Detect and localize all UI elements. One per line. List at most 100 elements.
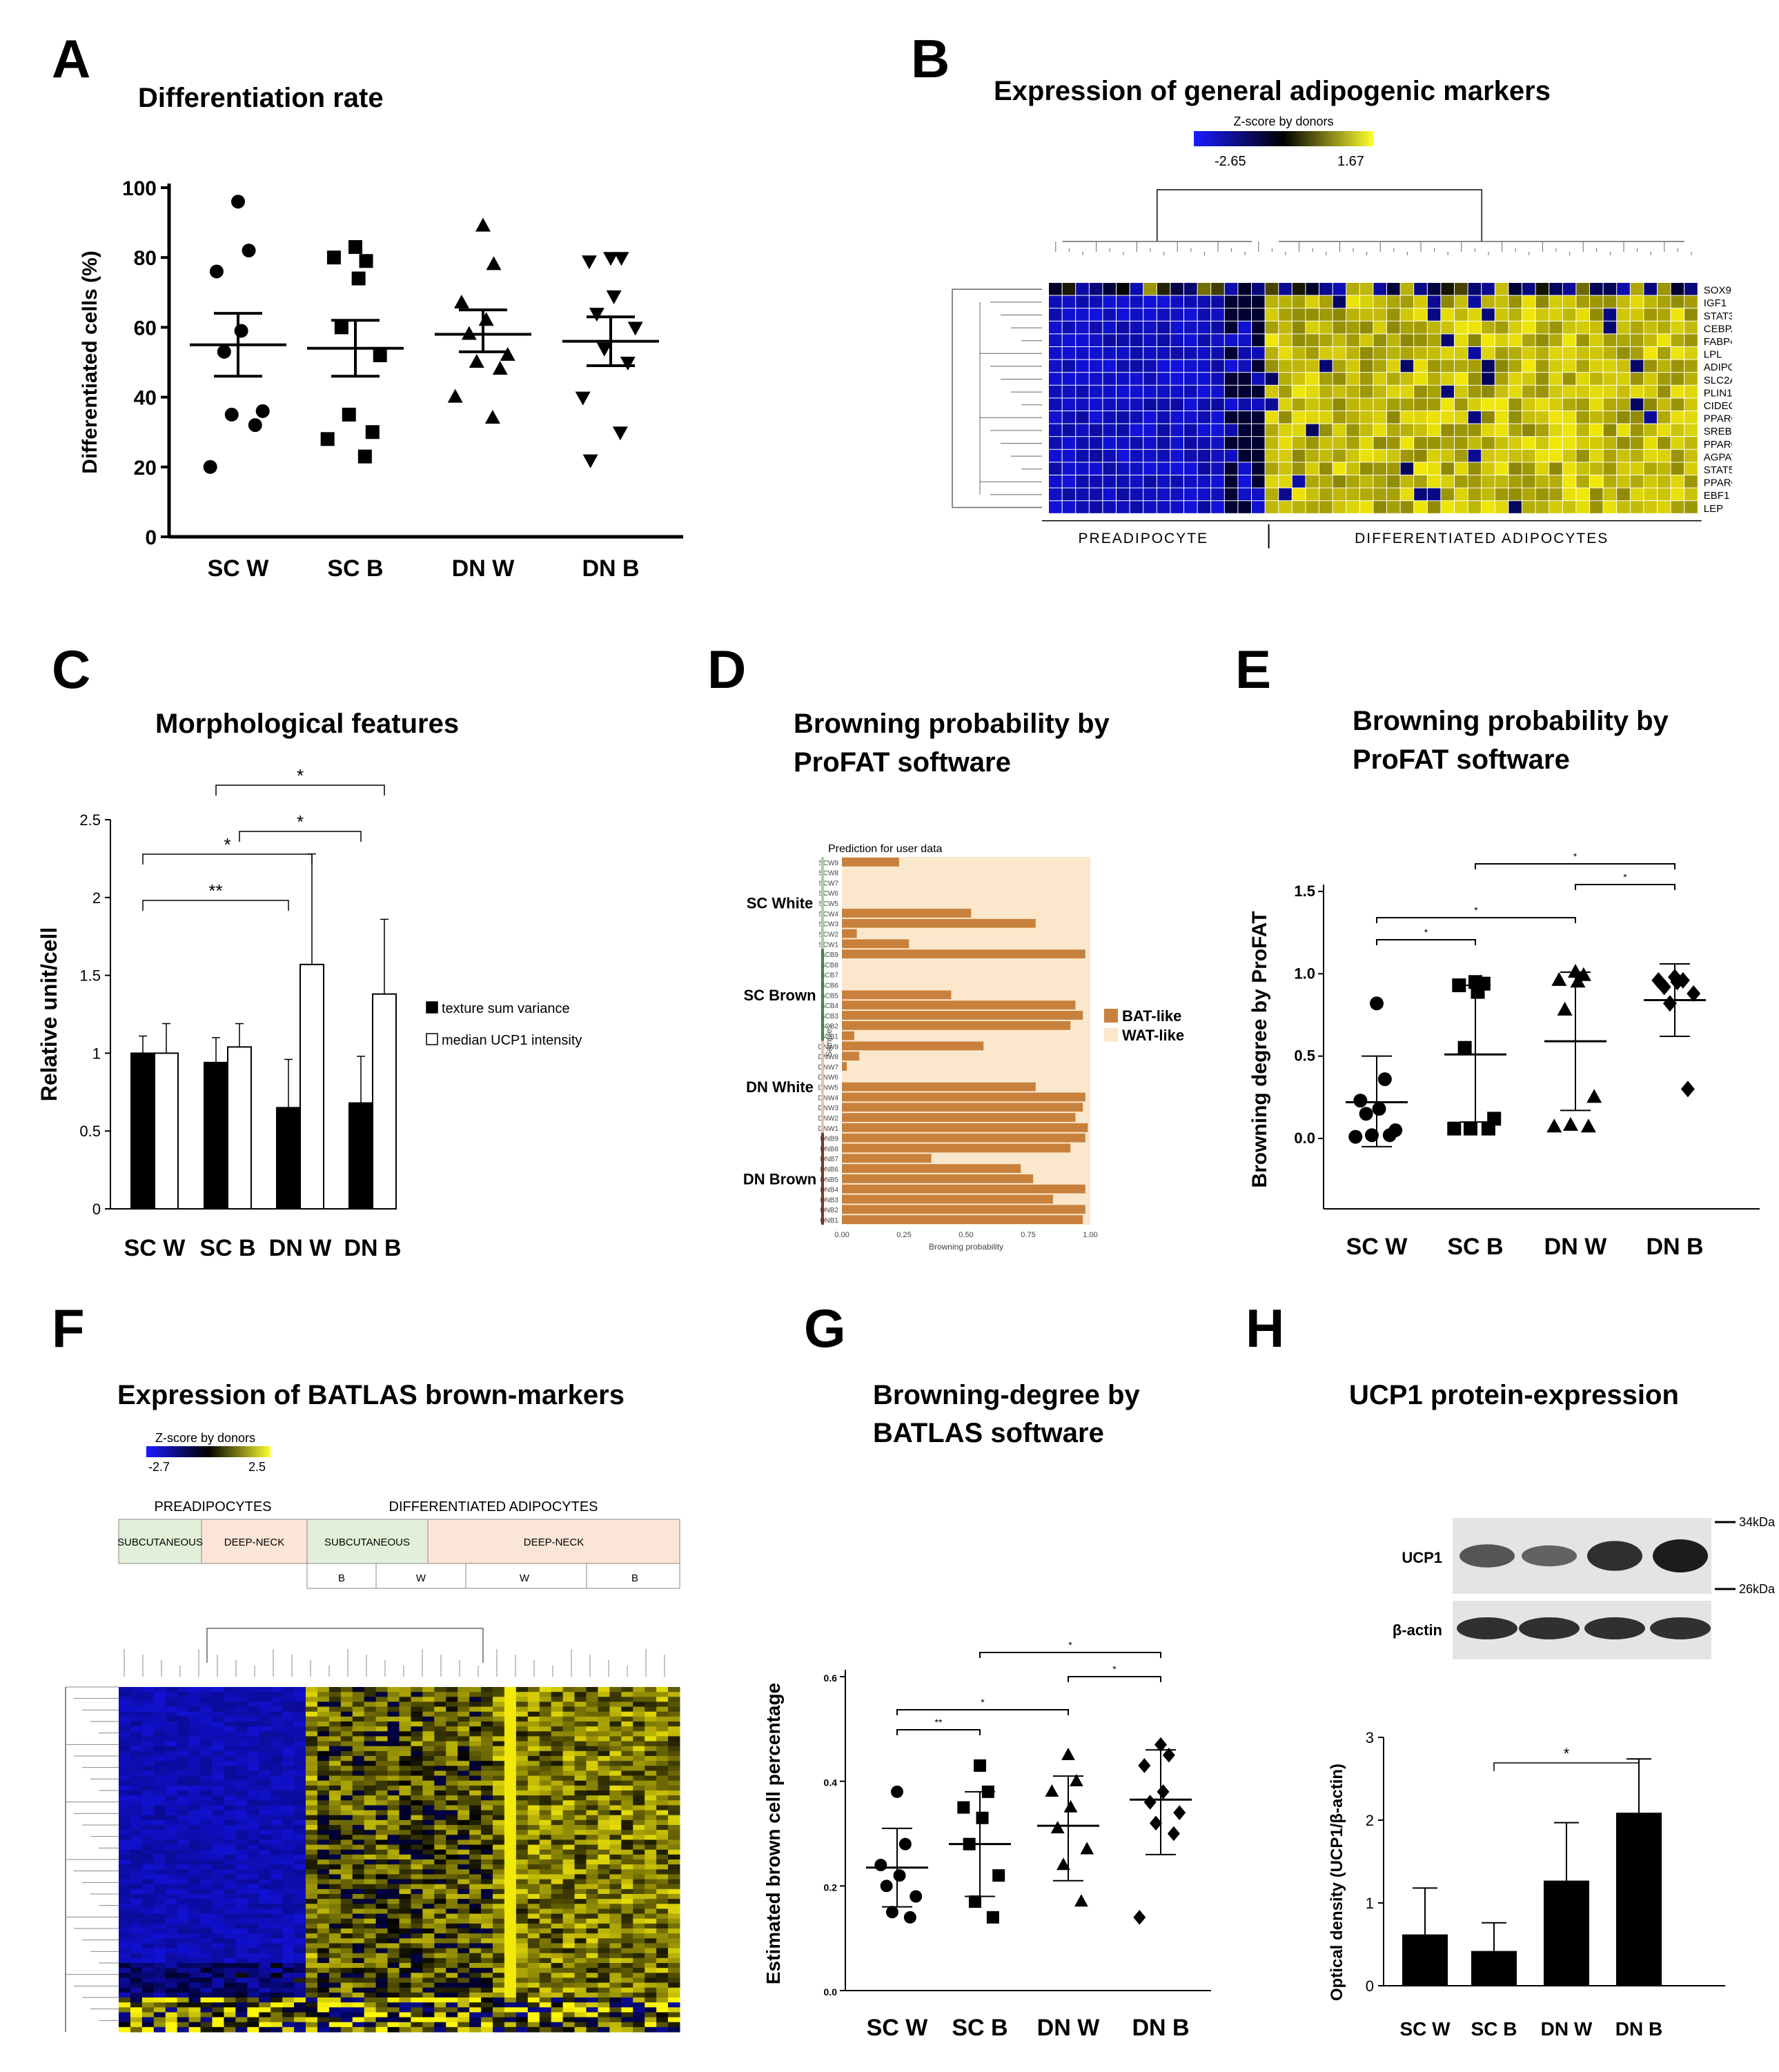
heatmap-cell bbox=[212, 1825, 224, 1831]
heatmap-cell bbox=[621, 1899, 633, 1904]
heatmap-cell bbox=[387, 1790, 400, 1796]
heatmap-cell bbox=[586, 1825, 598, 1831]
heatmap-cell bbox=[177, 1864, 190, 1870]
heatmap-cell bbox=[165, 1830, 178, 1835]
heatmap-cell bbox=[504, 1766, 517, 1771]
heatmap-cell bbox=[352, 1750, 365, 1757]
heatmap-cell bbox=[271, 1746, 283, 1752]
heatmap-cell bbox=[539, 1819, 552, 1826]
heatmap-cell bbox=[656, 1756, 669, 1762]
heatmap-cell bbox=[235, 1894, 248, 1900]
heatmap-cell bbox=[375, 1963, 389, 1969]
heatmap-cell bbox=[574, 1810, 587, 1816]
heatmap-cell bbox=[411, 1879, 423, 1885]
heatmap-cell bbox=[668, 1775, 680, 1782]
heatmap-cell bbox=[188, 1997, 202, 2003]
heatmap-cell bbox=[294, 1736, 306, 1742]
heatmap-cell bbox=[539, 1790, 552, 1796]
heatmap-cell bbox=[458, 1864, 470, 1870]
heatmap-cell bbox=[609, 1819, 622, 1826]
heatmap-cell bbox=[165, 1721, 178, 1727]
heatmap-cell bbox=[306, 1904, 318, 1909]
heatmap-cell bbox=[539, 1953, 552, 1959]
heatmap-cell bbox=[469, 2017, 482, 2023]
heatmap-cell bbox=[598, 1992, 610, 1998]
heatmap-cell bbox=[422, 2017, 435, 2023]
heatmap-cell bbox=[177, 1938, 190, 1944]
heatmap-cell bbox=[271, 1839, 283, 1846]
heatmap-cell bbox=[656, 1815, 669, 1821]
heatmap-cell bbox=[645, 1963, 657, 1969]
heatmap-cell bbox=[551, 1899, 564, 1904]
heatmap-cell bbox=[1103, 295, 1116, 308]
heatmap-cell bbox=[141, 1904, 155, 1909]
heatmap-cell bbox=[1103, 462, 1116, 475]
heatmap-cell bbox=[317, 1977, 330, 1984]
heatmap-cell bbox=[294, 1775, 306, 1782]
heatmap-cell bbox=[177, 1953, 190, 1959]
heatmap-cell bbox=[668, 1953, 680, 1959]
heatmap-cell bbox=[562, 1928, 576, 1934]
heatmap-cell bbox=[188, 1938, 202, 1944]
heatmap-cell bbox=[645, 1973, 657, 1978]
heatmap-cell bbox=[562, 1825, 576, 1831]
heatmap-cell bbox=[633, 1770, 645, 1777]
heatmap-cell bbox=[621, 1839, 633, 1846]
heatmap-cell bbox=[364, 1933, 377, 1939]
heatmap-cell bbox=[165, 1741, 178, 1747]
heatmap-cell bbox=[364, 1711, 377, 1717]
heatmap-cell bbox=[271, 1844, 283, 1851]
heatmap-cell bbox=[130, 1756, 143, 1762]
heatmap-cell bbox=[200, 1859, 213, 1865]
heatmap-cell bbox=[668, 1982, 680, 1989]
heatmap-cell bbox=[527, 1785, 540, 1791]
heatmap-cell bbox=[259, 2017, 271, 2023]
heatmap-cell bbox=[141, 1800, 155, 1806]
heatmap-cell bbox=[375, 1805, 389, 1811]
heatmap-cell bbox=[1265, 334, 1279, 346]
heatmap-cell bbox=[1224, 347, 1238, 359]
heatmap-cell bbox=[1427, 385, 1441, 398]
heatmap-cell bbox=[621, 1790, 633, 1796]
heatmap-cell bbox=[633, 1839, 645, 1846]
heatmap-cell bbox=[527, 1800, 540, 1806]
heatmap-cell bbox=[1671, 321, 1684, 334]
heatmap-cell bbox=[645, 1977, 657, 1984]
heatmap-cell bbox=[328, 2026, 342, 2033]
heatmap-cell bbox=[668, 1839, 680, 1846]
heatmap-cell bbox=[1333, 475, 1346, 488]
heatmap-cell bbox=[481, 1933, 493, 1939]
heatmap-cell bbox=[294, 1844, 306, 1851]
heatmap-cell bbox=[340, 1835, 353, 1840]
heatmap-cell bbox=[399, 1963, 411, 1969]
heatmap-cell bbox=[247, 2012, 259, 2018]
heatmap-cell bbox=[609, 1721, 622, 1727]
heatmap-cell bbox=[153, 1701, 166, 1708]
heatmap-cell bbox=[1373, 424, 1386, 437]
heatmap-cell bbox=[188, 1859, 202, 1865]
heatmap-cell bbox=[493, 1938, 505, 1944]
heatmap-cell bbox=[399, 1839, 411, 1846]
heatmap-cell bbox=[469, 1785, 482, 1791]
heatmap-cell bbox=[1224, 411, 1238, 424]
heatmap-cell bbox=[235, 1756, 248, 1762]
heatmap-cell bbox=[551, 1716, 564, 1722]
heatmap-cell bbox=[1522, 373, 1535, 385]
bar bbox=[842, 939, 910, 949]
heatmap-cell bbox=[317, 1854, 330, 1860]
heatmap-cell bbox=[247, 1716, 259, 1722]
heatmap-cell bbox=[364, 1795, 377, 1801]
heatmap-cell bbox=[458, 1938, 470, 1944]
heatmap-cell bbox=[340, 1770, 353, 1777]
heatmap-cell bbox=[1306, 398, 1319, 411]
row-label: IGF1 bbox=[1704, 297, 1727, 309]
heatmap-cell bbox=[1117, 308, 1130, 321]
heatmap-cell bbox=[271, 2012, 283, 2018]
heatmap-cell bbox=[1630, 449, 1644, 462]
heatmap-cell bbox=[200, 1839, 213, 1846]
row-dendrogram bbox=[952, 288, 1042, 509]
heatmap-cell bbox=[1252, 449, 1265, 462]
heatmap-cell bbox=[259, 1918, 271, 1924]
heatmap-cell bbox=[294, 1884, 306, 1890]
heatmap-cell bbox=[1658, 334, 1671, 346]
